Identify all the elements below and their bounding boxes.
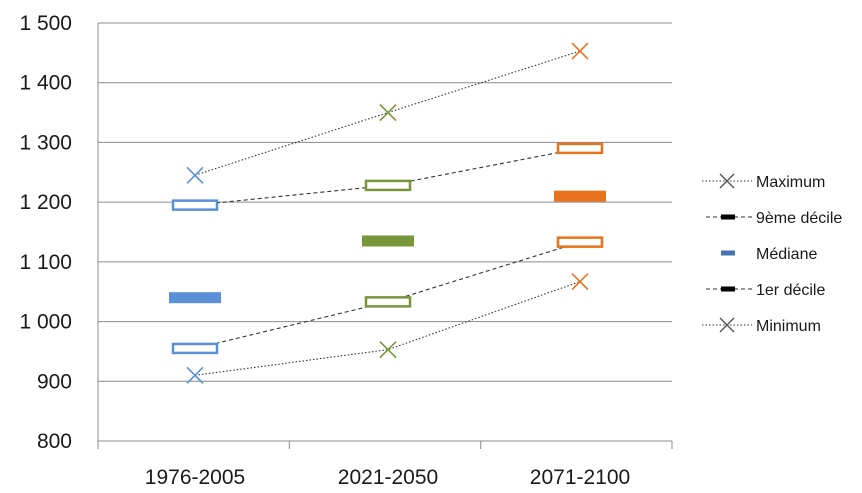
series-line-maximum bbox=[194, 50, 581, 176]
y-tick-label: 1 300 bbox=[19, 131, 72, 154]
marker-minimum bbox=[571, 272, 589, 291]
legend-item-1er-d-cile: 1er décile bbox=[706, 282, 825, 299]
marker-m-diane bbox=[554, 190, 606, 202]
marker-9-me-d-cile bbox=[556, 142, 604, 155]
marker-maximum-stroke bbox=[186, 166, 204, 184]
legend-bar-marker bbox=[721, 214, 735, 220]
marker-9-me-d-cile bbox=[364, 179, 412, 192]
legend-label: Médiane bbox=[756, 246, 817, 263]
x-tick-label: 2021-2050 bbox=[338, 466, 438, 488]
marker-maximum-stroke bbox=[379, 104, 397, 122]
marker-1er-d-cile bbox=[171, 342, 219, 355]
marker-minimum-stroke bbox=[379, 341, 397, 359]
series-line-minimum bbox=[194, 281, 581, 376]
series-line-9-me-d-cile bbox=[194, 147, 581, 206]
legend-x-marker bbox=[719, 173, 735, 189]
marker-minimum bbox=[186, 366, 204, 384]
marker-minimum-stroke bbox=[186, 366, 204, 384]
marker-maximum-stroke bbox=[571, 42, 589, 60]
marker-m-diane bbox=[169, 292, 221, 304]
marker-1er-d-cile bbox=[364, 296, 412, 308]
y-tick-label: 1 000 bbox=[19, 311, 72, 334]
y-tick-label: 1 200 bbox=[19, 191, 72, 214]
marker-maximum bbox=[571, 42, 589, 60]
y-tick-label: 900 bbox=[37, 370, 72, 393]
marker-9-me-d-cile bbox=[171, 199, 219, 211]
marker-1er-d-cile bbox=[556, 236, 604, 248]
y-tick-label: 800 bbox=[37, 430, 72, 453]
legend-label: 9ème décile bbox=[756, 210, 842, 227]
legend-bar-marker bbox=[721, 286, 735, 292]
marker-maximum bbox=[186, 166, 204, 184]
marker-maximum bbox=[379, 104, 397, 122]
legend-item-9-me-d-cile: 9ème décile bbox=[706, 210, 842, 227]
legend-bar-marker bbox=[721, 250, 735, 256]
y-tick-label: 1 400 bbox=[19, 72, 72, 95]
y-tick-label: 1 100 bbox=[19, 251, 72, 274]
legend-label: 1er décile bbox=[756, 282, 825, 299]
legend-item-m-diane: Médiane bbox=[721, 246, 817, 263]
x-tick-label: 2071-2100 bbox=[530, 466, 630, 488]
legend-label: Minimum bbox=[756, 318, 821, 335]
x-tick-label: 1976-2005 bbox=[145, 466, 245, 488]
marker-m-diane bbox=[362, 235, 414, 247]
series-line-1er-d-cile bbox=[194, 241, 581, 349]
legend-x-marker bbox=[719, 317, 735, 333]
legend-item-maximum: Maximum bbox=[702, 173, 825, 191]
marker-minimum-stroke bbox=[571, 272, 589, 291]
legend-label: Maximum bbox=[756, 174, 825, 191]
marker-minimum bbox=[379, 341, 397, 359]
y-tick-label: 1 500 bbox=[19, 12, 72, 35]
legend-item-minimum: Minimum bbox=[702, 317, 821, 335]
